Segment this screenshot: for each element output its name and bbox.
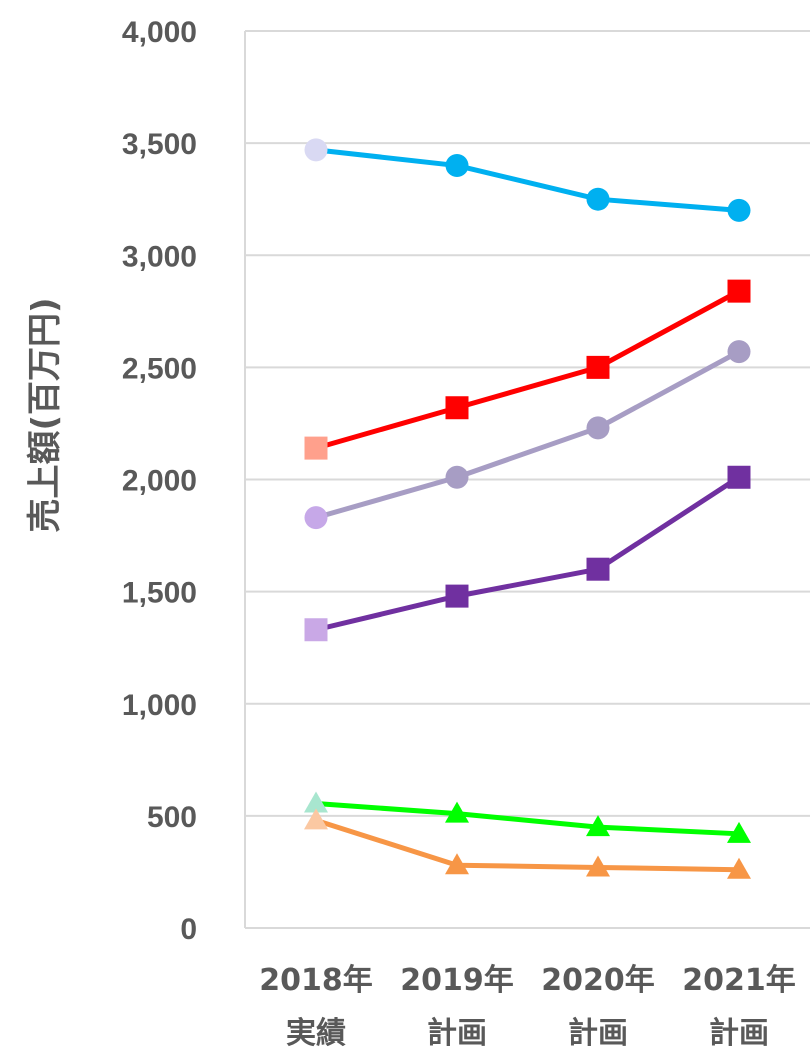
x-category-label-year: 2019年 [400,963,514,998]
y-tick-label: 3,500 [122,128,197,161]
y-axis-title: 売上額(百万円) [25,297,65,532]
series-line [315,349,741,521]
data-point [304,791,328,813]
data-point [445,801,469,823]
series-5 [304,808,751,879]
y-tick-label: 3,000 [122,240,197,273]
data-point [445,154,469,178]
x-category-label-year: 2021年 [682,963,796,998]
data-point [445,396,469,420]
data-point [304,138,328,162]
x-category-label-type: 計画 [709,1016,769,1051]
data-point [586,557,610,581]
data-point [304,506,328,530]
data-point [727,465,751,489]
series-line [315,817,740,873]
x-category-label-type: 計画 [568,1016,628,1051]
data-point [586,416,610,440]
data-point [445,465,469,489]
series-1 [304,279,751,460]
y-axis-tick-labels: 0 500 1,000 1,500 2,000 2,500 3,000 3,500 4,000 [122,16,197,946]
y-tick-label: 2,000 [122,465,197,498]
data-point [304,808,328,830]
data-point [586,855,610,877]
y-axis-title-group: 売上額(百万円) [25,297,65,532]
x-category-label-type: 実績 [286,1016,346,1051]
y-tick-label: 4,000 [122,16,197,49]
series-4 [304,791,751,843]
y-tick-label: 0 [180,913,197,946]
series-3 [304,465,751,642]
x-category-label-year: 2020年 [541,963,655,998]
y-tick-label: 500 [147,801,197,834]
data-point [304,618,328,642]
series-lines [304,138,751,879]
gridlines [244,30,810,929]
data-point [727,857,751,879]
data-point [727,340,751,364]
x-category-label-year: 2018年 [259,963,373,998]
series-line [315,801,740,837]
data-point [586,187,610,211]
y-tick-label: 2,500 [122,352,197,385]
data-point [586,815,610,837]
data-point [445,584,469,608]
data-point [727,821,751,843]
series-2 [304,340,751,530]
y-tick-label: 1,000 [122,689,197,722]
data-point [586,355,610,379]
data-point [445,853,469,875]
data-point [727,279,751,303]
data-point [304,436,328,460]
series-0 [304,138,751,222]
data-point [727,198,751,222]
y-tick-label: 1,500 [122,577,197,610]
series-line [315,288,741,451]
x-category-label-type: 計画 [427,1016,487,1051]
series-line [315,147,740,213]
series-line [315,475,741,633]
